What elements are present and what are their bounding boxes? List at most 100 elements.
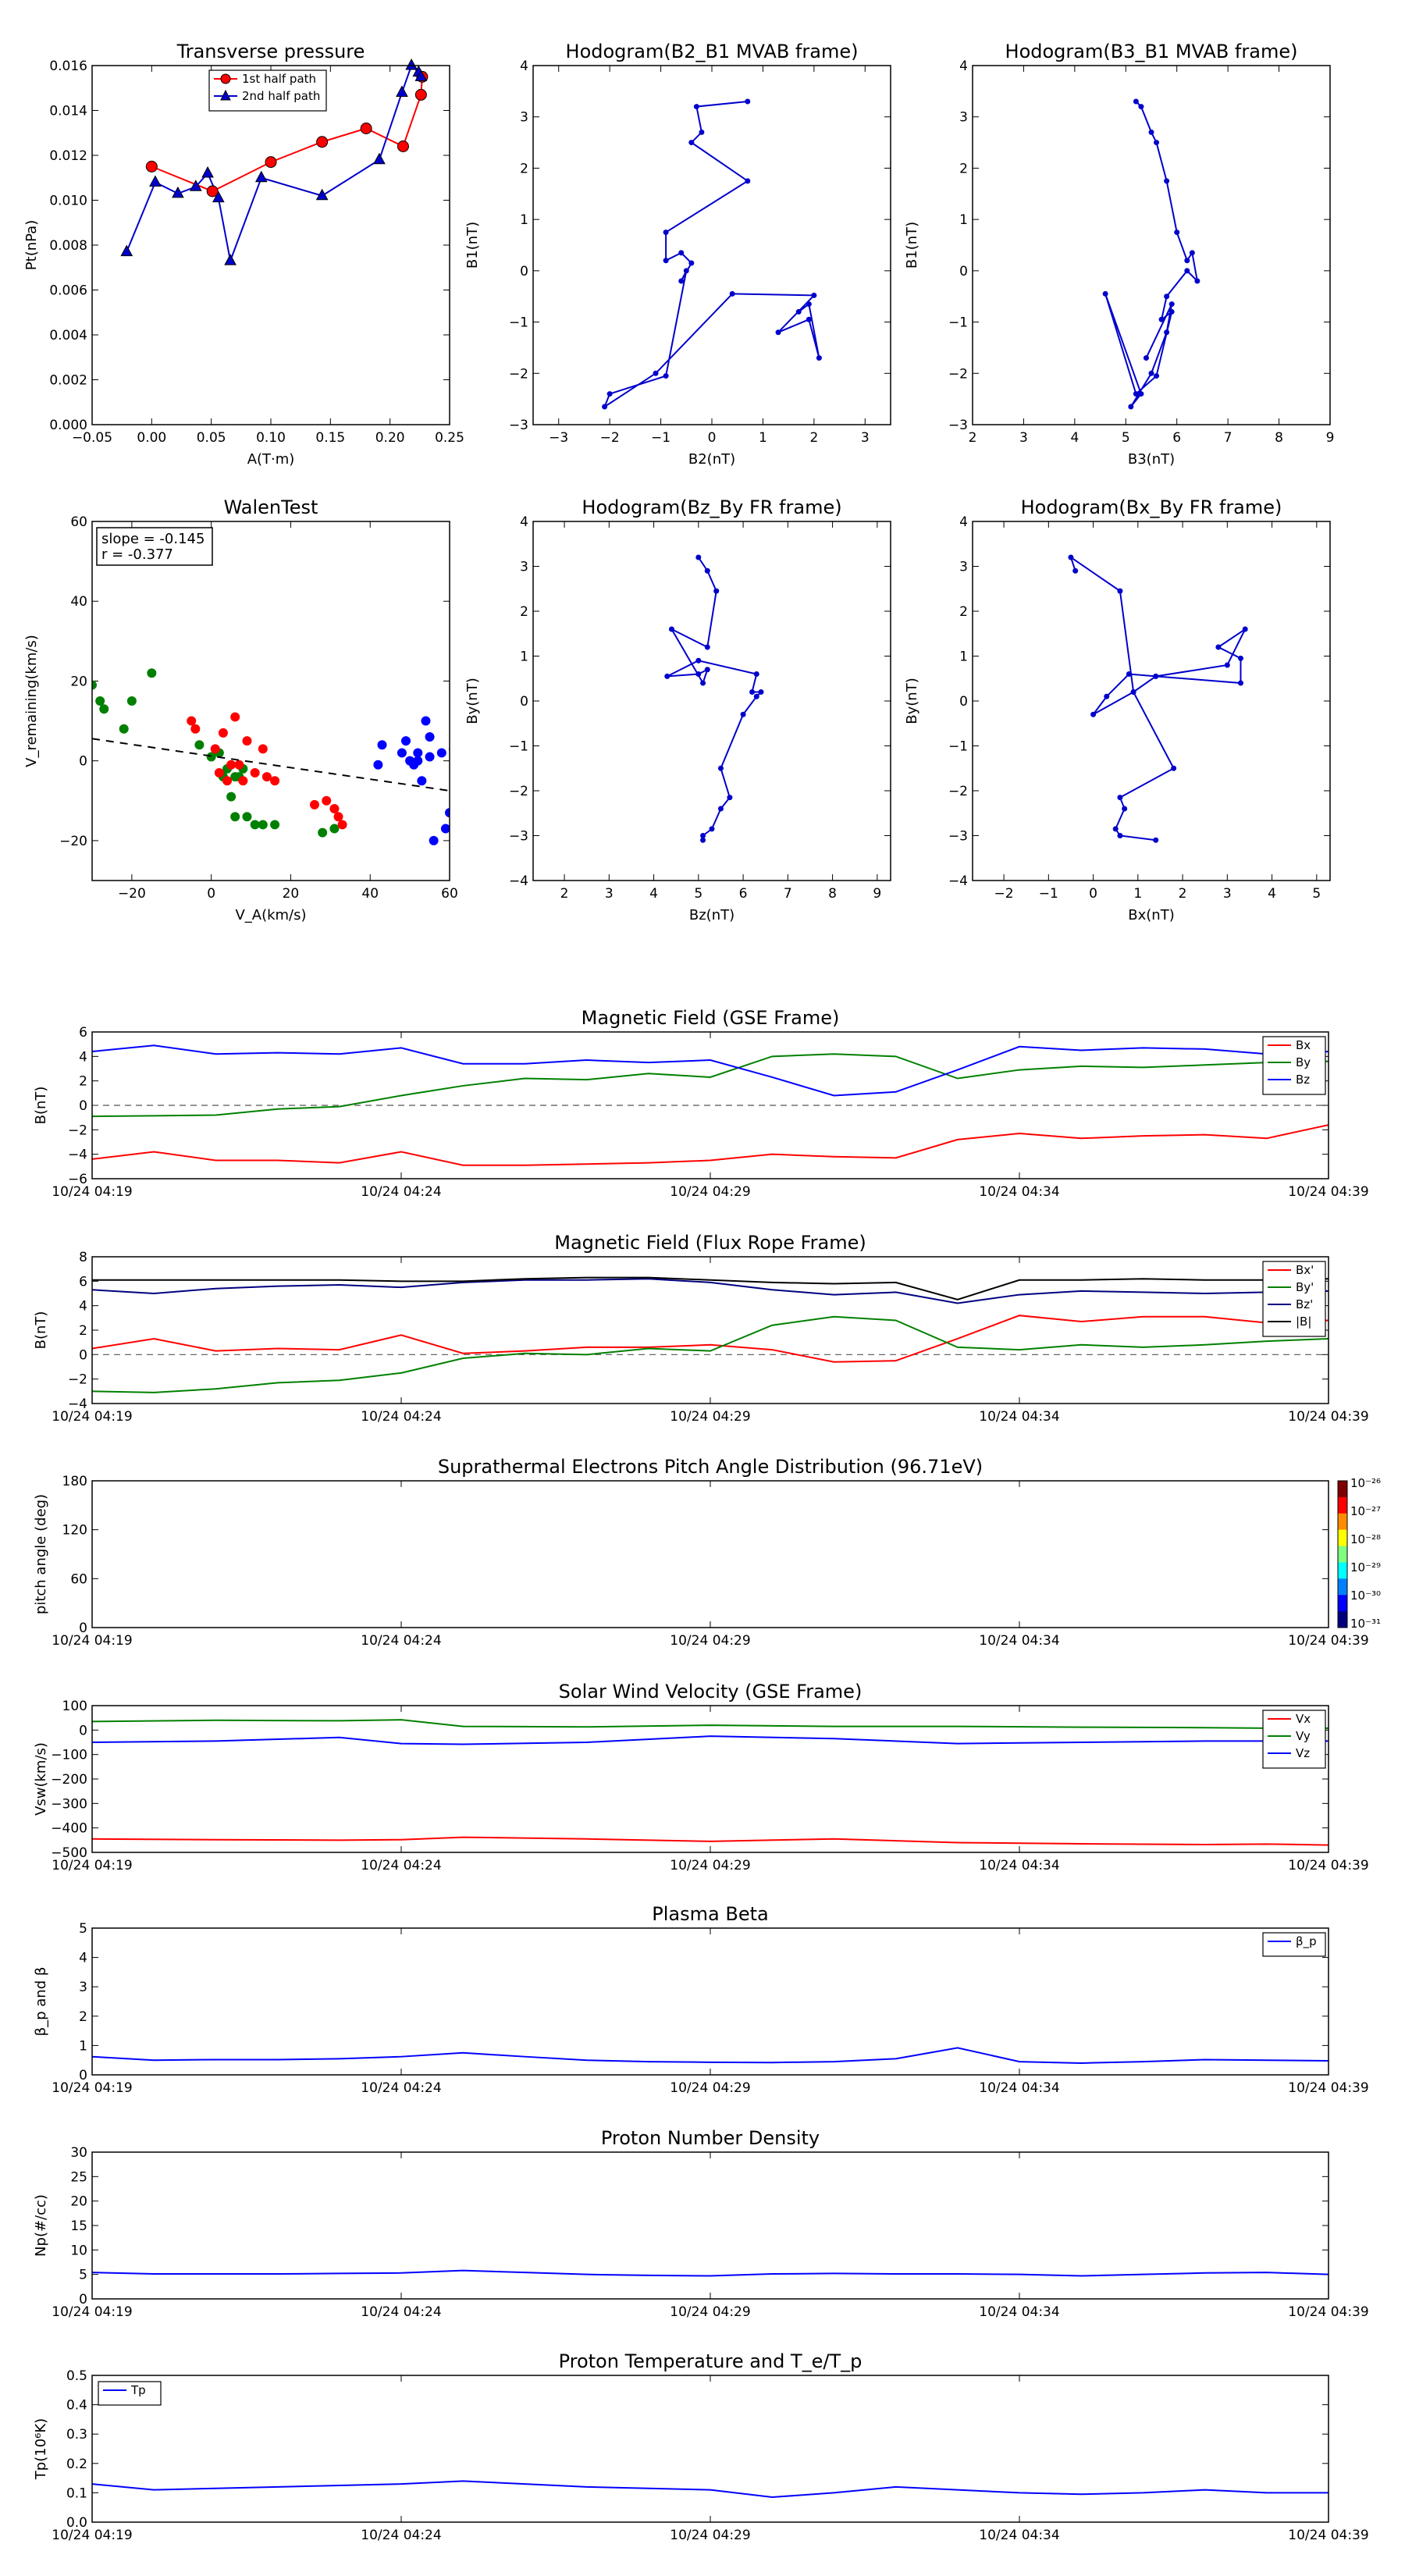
series-line bbox=[92, 1315, 1329, 1363]
data-point bbox=[717, 806, 724, 812]
data-point bbox=[704, 667, 710, 673]
y-tick-label: −6 bbox=[68, 1172, 87, 1187]
legend: Bx By Bz bbox=[1262, 1036, 1326, 1095]
y-tick-label: 0 bbox=[79, 1621, 87, 1636]
x-tick-label: 10/24 04:29 bbox=[670, 1633, 750, 1649]
y-tick-label: 3 bbox=[520, 110, 528, 126]
data-point bbox=[1224, 662, 1230, 668]
x-tick-label: 10/24 04:24 bbox=[361, 1184, 441, 1200]
plot-area bbox=[92, 2047, 1329, 2064]
x-tick-label: 10/24 04:24 bbox=[361, 2304, 441, 2320]
data-point bbox=[1133, 98, 1139, 105]
y-tick-label: 4 bbox=[79, 1299, 87, 1315]
x-tick-label: 0.20 bbox=[375, 430, 405, 446]
x-tick-label: 10/24 04:19 bbox=[52, 2528, 132, 2543]
scatter-point bbox=[234, 760, 244, 770]
scatter-point bbox=[318, 827, 328, 838]
y-axis-label: B(nT) bbox=[33, 1087, 49, 1125]
scatter-point bbox=[190, 724, 201, 734]
axes-frame bbox=[972, 65, 1331, 425]
legend-marker bbox=[220, 89, 231, 101]
x-tick-label: 3 bbox=[605, 886, 614, 902]
axes-frame bbox=[91, 1480, 1329, 1628]
x-tick-label: 10/24 04:39 bbox=[1288, 1184, 1368, 1200]
chart-title: Transverse pressure bbox=[176, 41, 365, 62]
x-tick-label: 10/24 04:34 bbox=[979, 1409, 1059, 1425]
data-point bbox=[1138, 391, 1144, 397]
axes-frame bbox=[91, 2375, 1329, 2523]
y-tick-label: 10 bbox=[70, 2243, 87, 2258]
scatter-point bbox=[425, 732, 435, 742]
x-tick-label: 7 bbox=[1224, 430, 1232, 446]
legend-label: Bz' bbox=[1296, 1297, 1313, 1311]
data-point bbox=[653, 370, 659, 376]
x-tick-label: 60 bbox=[441, 886, 458, 902]
data-point bbox=[1117, 588, 1123, 594]
x-tick-label: 10/24 04:34 bbox=[979, 1858, 1059, 1873]
x-tick-label: 10/24 04:29 bbox=[670, 2304, 750, 2320]
chart-bgse: Magnetic Field (GSE Frame) B(nT) −6 −4 −2 0 2 4… bbox=[33, 1007, 1369, 1200]
y-tick-label: 40 bbox=[70, 594, 87, 610]
scatter-point bbox=[99, 704, 109, 714]
colorbar-segment bbox=[1338, 1481, 1347, 1498]
data-point bbox=[316, 136, 329, 148]
legend-label: By bbox=[1296, 1055, 1311, 1069]
data-point bbox=[1164, 329, 1170, 336]
x-tick-label: 10/24 04:19 bbox=[52, 2080, 132, 2096]
y-tick-label: −3 bbox=[948, 418, 968, 433]
fit-line bbox=[92, 738, 450, 792]
data-point bbox=[700, 833, 706, 838]
y-tick-label: 0.016 bbox=[49, 59, 87, 74]
scatter-point bbox=[397, 748, 407, 758]
y-tick-label: 3 bbox=[959, 560, 968, 575]
y-tick-label: 1 bbox=[959, 212, 968, 228]
y-tick-label: 0.2 bbox=[66, 2457, 87, 2472]
data-point bbox=[1148, 370, 1154, 376]
data-point bbox=[1194, 278, 1200, 284]
series-line bbox=[92, 1315, 1329, 1393]
axes-frame bbox=[91, 2151, 1329, 2300]
x-tick-label: −2 bbox=[994, 886, 1014, 902]
y-tick-label: 4 bbox=[959, 514, 968, 530]
scatter-point bbox=[333, 812, 343, 822]
data-point bbox=[360, 123, 372, 134]
y-tick-label: 0.008 bbox=[49, 238, 87, 254]
y-tick-label: 0.1 bbox=[66, 2485, 87, 2501]
data-point bbox=[149, 175, 162, 187]
y-tick-label: 2 bbox=[959, 161, 968, 176]
data-point bbox=[678, 278, 685, 284]
y-tick-label: 3 bbox=[79, 1980, 87, 1995]
scatter-point bbox=[261, 772, 272, 782]
data-point bbox=[753, 693, 759, 699]
y-tick-label: 20 bbox=[70, 2194, 87, 2210]
y-tick-label: 0 bbox=[959, 694, 968, 710]
y-tick-label: −1 bbox=[948, 739, 968, 755]
y-axis-label: V_remaining(km/s) bbox=[23, 635, 40, 767]
legend: β_p bbox=[1262, 1932, 1326, 1957]
legend-label: β_p bbox=[1296, 1934, 1317, 1949]
data-point bbox=[1153, 673, 1159, 679]
data-point bbox=[1104, 693, 1110, 699]
y-axis-label: Pt(nPa) bbox=[23, 220, 40, 270]
x-tick-label: 10/24 04:19 bbox=[52, 2304, 132, 2320]
chart-hodo_b2b1: Hodogram(B2_B1 MVAB frame) B2(nT) B1(nT) −3… bbox=[464, 41, 891, 468]
scatter-point bbox=[194, 740, 205, 750]
legend-label: Tp bbox=[130, 2383, 146, 2397]
data-point bbox=[414, 88, 427, 101]
x-tick-label: 10/24 04:34 bbox=[979, 2304, 1059, 2320]
x-tick-label: 0 bbox=[708, 430, 717, 446]
y-axis-label: By(nT) bbox=[464, 678, 481, 724]
data-point bbox=[713, 588, 720, 594]
chart-title: Solar Wind Velocity (GSE Frame) bbox=[559, 1681, 863, 1703]
data-point bbox=[704, 644, 710, 650]
x-tick-label: 4 bbox=[649, 886, 658, 902]
y-tick-label: 1 bbox=[959, 649, 968, 665]
data-point bbox=[704, 568, 710, 574]
y-tick-label: −4 bbox=[68, 1397, 87, 1412]
x-axis-label: V_A(km/s) bbox=[235, 907, 306, 923]
x-tick-label: 10/24 04:24 bbox=[361, 2528, 441, 2543]
y-tick-label: 6 bbox=[79, 1274, 87, 1290]
data-point bbox=[206, 185, 219, 197]
axes-frame bbox=[972, 521, 1331, 881]
y-axis-label: β_p and β bbox=[33, 1967, 49, 2037]
